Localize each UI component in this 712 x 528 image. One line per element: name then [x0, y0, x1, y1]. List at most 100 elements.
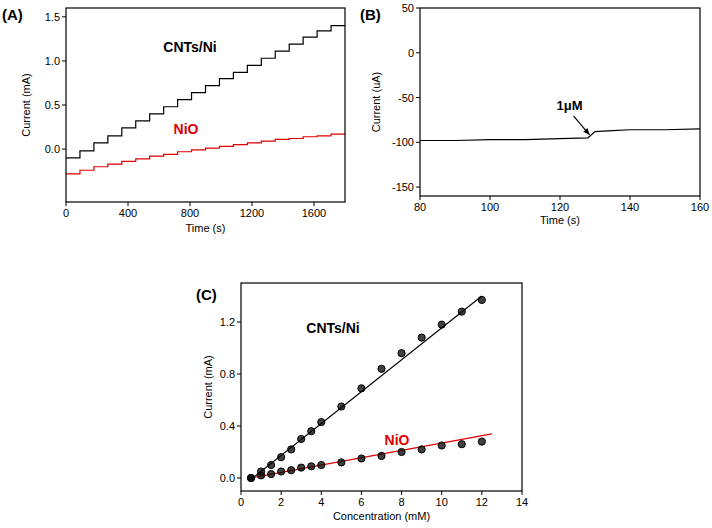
point [257, 472, 264, 479]
point [338, 459, 345, 466]
x-tick-label: 12 [476, 496, 488, 508]
point [247, 474, 254, 481]
point [478, 296, 485, 303]
y-tick-label: -150 [392, 181, 414, 193]
y-tick-label: 0.0 [45, 143, 60, 155]
point [278, 468, 285, 475]
point [438, 442, 445, 449]
plot-data [420, 129, 700, 141]
x-tick-label: 80 [414, 201, 426, 213]
x-tick [314, 202, 315, 206]
point [458, 441, 465, 448]
series-line [251, 296, 482, 479]
y-tick-label: 50 [402, 2, 414, 14]
point [318, 461, 325, 468]
x-tick [361, 491, 362, 495]
x-tick-label: 1200 [240, 207, 264, 219]
x-tick-label: 4 [318, 496, 324, 508]
x-tick-label: 14 [516, 496, 528, 508]
point [438, 321, 445, 328]
x-tick [128, 202, 129, 206]
y-tick-label: 1.5 [45, 11, 60, 23]
y-tick-label: -50 [398, 92, 414, 104]
panel-label: (A) [2, 6, 23, 23]
plot-frame [420, 8, 700, 196]
y-axis-label: Current (uA) [370, 72, 382, 133]
point [268, 461, 275, 468]
point [288, 446, 295, 453]
x-tick [241, 491, 242, 495]
x-tick [441, 491, 442, 495]
x-tick [481, 491, 482, 495]
panel: (B) 80 100 120 140 160 -150 -100 -50 0 50 Time (s) C… [360, 2, 709, 226]
x-tick-label: 140 [621, 201, 639, 213]
x-tick [252, 202, 253, 206]
annotation-arrowhead [583, 128, 589, 135]
figure: (A)0400800120016000.00.51.01.5Time (s)Cu… [0, 0, 712, 528]
point [288, 467, 295, 474]
point [308, 463, 315, 470]
point [278, 454, 285, 461]
x-tick [522, 491, 523, 495]
point [398, 350, 405, 357]
x-tick-label: 6 [358, 496, 364, 508]
series-label: CNTs/Ni [163, 39, 216, 55]
y-tick-label: 0.5 [45, 99, 60, 111]
y-tick-label: 0.8 [220, 368, 235, 380]
x-tick [281, 491, 282, 495]
point [358, 455, 365, 462]
panel: (A)0400800120016000.00.51.01.5Time (s)Cu… [2, 6, 345, 234]
point [418, 446, 425, 453]
x-tick-label: 2 [278, 496, 284, 508]
point [268, 471, 275, 478]
x-axis-label: Time (s) [186, 222, 226, 234]
point [308, 428, 315, 435]
x-tick [490, 196, 491, 200]
point [338, 403, 345, 410]
x-tick-label: 0 [238, 496, 244, 508]
point [298, 464, 305, 471]
point [298, 435, 305, 442]
point [378, 365, 385, 372]
x-tick-label: 400 [119, 207, 137, 219]
x-tick-label: 160 [691, 201, 709, 213]
plot-data [247, 296, 491, 482]
plot-data [66, 26, 345, 174]
series-line [66, 134, 345, 174]
plot-frame [241, 283, 522, 491]
panel-label: (B) [360, 6, 381, 23]
y-tick-label: 0.4 [220, 420, 235, 432]
x-tick-label: 10 [436, 496, 448, 508]
point [478, 438, 485, 445]
x-tick-label: 100 [481, 201, 499, 213]
annotation-arrow [574, 116, 590, 135]
series-label: NiO [174, 121, 199, 137]
point [458, 308, 465, 315]
series-label: NiO [385, 432, 410, 448]
x-tick [420, 196, 421, 200]
x-tick-label: 0 [63, 207, 69, 219]
y-axis-label: Current (mA) [20, 73, 32, 137]
point [398, 448, 405, 455]
plot-frame [66, 8, 345, 202]
x-tick-label: 800 [181, 207, 199, 219]
x-axis-label: Time (s) [540, 214, 580, 226]
series-line [251, 434, 492, 478]
x-tick-label: 8 [399, 496, 405, 508]
x-tick [401, 491, 402, 495]
x-axis-label: Concentration (mM) [333, 510, 430, 522]
series-line [420, 129, 700, 141]
y-tick-label: 0 [408, 47, 414, 59]
annotation: 1μM [556, 98, 582, 113]
x-tick [190, 202, 191, 206]
point [378, 452, 385, 459]
point [247, 474, 254, 481]
x-tick [630, 196, 631, 200]
x-tick-label: 120 [551, 201, 569, 213]
y-axis-label: Current (mA) [202, 355, 214, 419]
x-tick [321, 491, 322, 495]
point [358, 385, 365, 392]
x-tick-label: 1600 [302, 207, 326, 219]
y-tick-label: 1.2 [220, 316, 235, 328]
y-tick-label: -100 [392, 136, 414, 148]
